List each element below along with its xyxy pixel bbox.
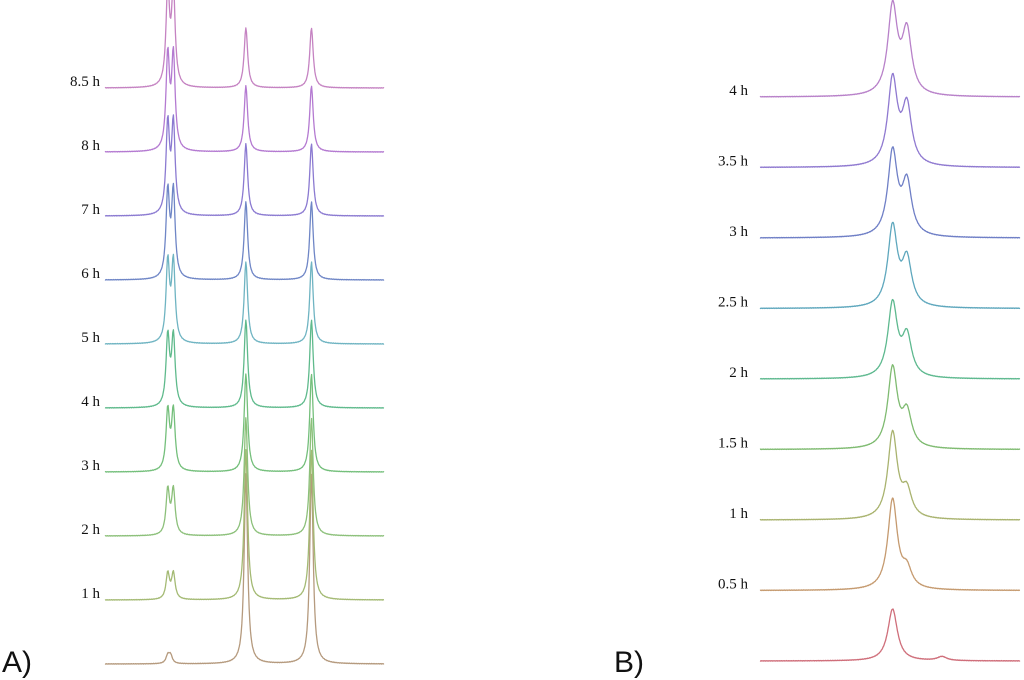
- trace-time-label: 0.5 h: [718, 577, 749, 593]
- panel-a-label: A): [2, 646, 32, 679]
- spectrum-trace: [104, 0, 385, 89]
- spectrum-trace: [759, 497, 1021, 592]
- panel-b-label: B): [614, 646, 644, 679]
- spectrum-trace: [759, 298, 1021, 380]
- trace-time-label: 7 h: [81, 202, 100, 218]
- trace-time-label: 2 h: [81, 522, 100, 538]
- trace-time-label: 3.5 h: [718, 154, 749, 170]
- trace-time-label: 1.5 h: [718, 436, 749, 452]
- trace-time-label: 4 h: [81, 394, 100, 410]
- trace-time-label: 4 h: [729, 83, 748, 99]
- spectrum-trace: [104, 182, 385, 281]
- spectrum-trace: [759, 72, 1021, 169]
- trace-time-label: 3 h: [81, 458, 100, 474]
- spectrum-trace: [104, 473, 385, 665]
- trace-time-label: 8 h: [81, 138, 100, 154]
- spectrum-trace: [104, 319, 385, 409]
- spectrum-trace: [104, 253, 385, 345]
- spectrum-trace: [104, 417, 385, 537]
- trace-time-label: 1 h: [81, 586, 100, 602]
- trace-time-label: 2 h: [729, 365, 748, 381]
- spectrum-trace: [104, 449, 385, 601]
- spectrum-trace: [759, 146, 1021, 239]
- panel-b-stacked-spectra: 0.5 h 1 h 1.5 h 2 h 2.5 h 3 h 3.5 h 4 h: [718, 0, 1021, 662]
- spectrum-trace: [759, 608, 1021, 662]
- spectrum-trace: [104, 114, 385, 217]
- spectrum-trace: [104, 45, 385, 153]
- spectrum-trace: [104, 373, 385, 473]
- panel-a-stacked-spectra: 1 h 2 h 3 h 4 h 5 h 6 h 7 h 8 h 8.5 h: [70, 0, 385, 665]
- trace-time-label: 8.5 h: [70, 74, 101, 90]
- spectrum-trace: [759, 429, 1021, 521]
- spectrum-trace: [759, 364, 1021, 451]
- trace-time-label: 6 h: [81, 266, 100, 282]
- trace-time-label: 1 h: [729, 506, 748, 522]
- trace-time-label: 5 h: [81, 330, 100, 346]
- spectrum-trace: [759, 0, 1021, 98]
- spectrum-trace: [759, 221, 1021, 310]
- trace-time-label: 3 h: [729, 224, 748, 240]
- trace-time-label: 2.5 h: [718, 295, 749, 311]
